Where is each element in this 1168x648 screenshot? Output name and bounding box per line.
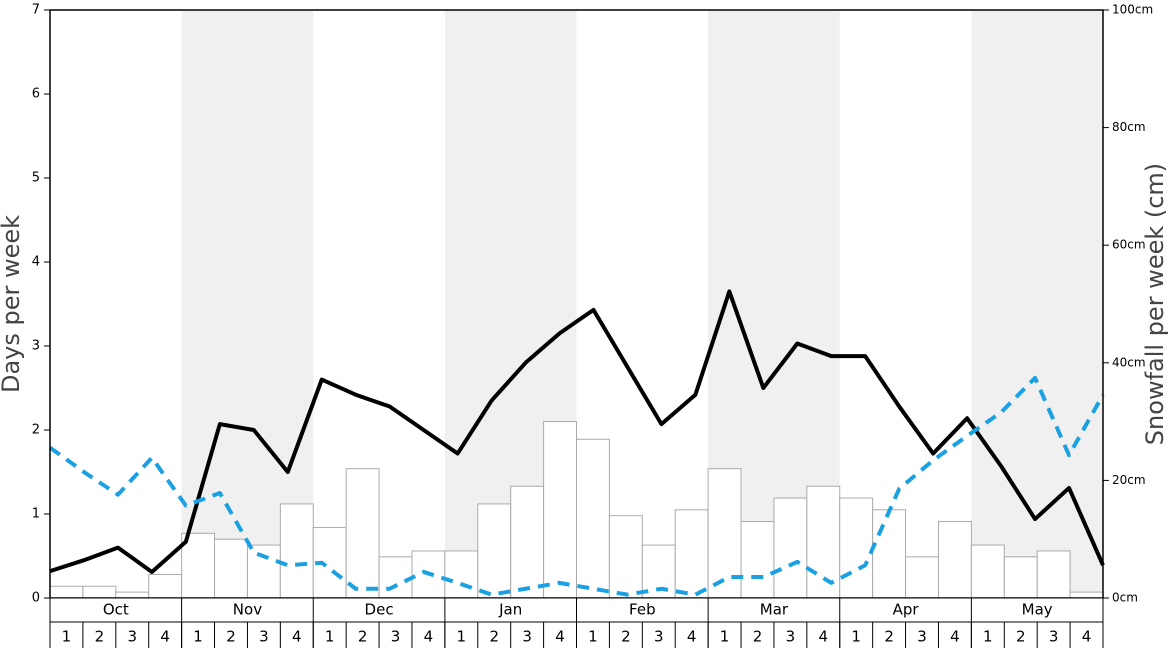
x-tick-label: 1: [588, 628, 598, 646]
x-tick-label: 3: [259, 628, 269, 646]
x-tick-label: 3: [917, 628, 927, 646]
month-label: Apr: [893, 601, 920, 619]
x-tick-label: 3: [522, 628, 532, 646]
y-tick-label: 4: [32, 255, 40, 270]
y-tick-label: 3: [32, 339, 40, 354]
bar: [740, 521, 775, 599]
bar: [477, 503, 512, 599]
y2-tick-label: 60cm: [1112, 238, 1146, 252]
x-tick-label: 1: [851, 628, 861, 646]
y2-tick-label: 100cm: [1112, 3, 1153, 17]
x-tick-label: 3: [654, 628, 664, 646]
y-tick-label: 0: [32, 591, 40, 606]
bar: [115, 591, 150, 599]
bar: [444, 550, 479, 599]
y2-tick-label: 80cm: [1112, 120, 1146, 134]
bar: [510, 485, 545, 599]
bar: [905, 556, 939, 599]
y2-tick-label: 20cm: [1112, 473, 1146, 487]
x-tick-label: 3: [1049, 628, 1059, 646]
bar: [608, 515, 643, 599]
y-tick-label: 7: [32, 3, 40, 18]
x-tick-label: 2: [1016, 628, 1026, 646]
y-tick-label: 5: [32, 171, 40, 186]
x-tick-label: 2: [95, 628, 105, 646]
bar: [49, 585, 84, 599]
x-tick-label: 3: [127, 628, 137, 646]
y2-tick-label: 0cm: [1112, 591, 1138, 605]
month-label: Jan: [498, 601, 522, 619]
x-tick-label: 3: [391, 628, 401, 646]
x-tick-label: 4: [424, 628, 434, 646]
bar: [576, 438, 610, 599]
y-tick-label: 1: [32, 507, 40, 522]
x-tick-label: 2: [358, 628, 368, 646]
line-series: [48, 375, 1105, 597]
bar: [674, 509, 709, 599]
x-tick-label: 1: [62, 628, 72, 646]
x-tick-label: 4: [160, 628, 170, 646]
x-tick-label: 4: [292, 628, 302, 646]
y-axis-label: Days per week: [0, 215, 25, 393]
bar: [872, 509, 907, 599]
month-band: [971, 10, 1103, 598]
bar: [937, 521, 972, 599]
bar: [970, 544, 1005, 599]
bar: [806, 485, 841, 599]
x-tick-label: 4: [950, 628, 960, 646]
x-tick-label: 4: [687, 628, 697, 646]
month-label: Oct: [103, 601, 129, 619]
bar: [214, 538, 248, 599]
y-tick-label: 6: [32, 87, 40, 102]
y2-axis-label: Snowfall per week (cm): [1141, 163, 1168, 445]
bar: [773, 497, 808, 599]
bar: [345, 468, 380, 599]
x-tick-label: 4: [1082, 628, 1092, 646]
y-tick-label: 2: [32, 423, 40, 438]
bar: [839, 497, 874, 599]
x-tick-label: 2: [753, 628, 763, 646]
x-tick-label: 3: [786, 628, 796, 646]
bar: [246, 544, 281, 599]
x-tick-label: 4: [819, 628, 829, 646]
bar: [1069, 591, 1104, 599]
x-tick-label: 4: [555, 628, 565, 646]
x-tick-label: 1: [457, 628, 467, 646]
bar: [1003, 556, 1038, 599]
bar: [378, 556, 413, 599]
bar: [279, 503, 314, 599]
bar: [148, 573, 183, 599]
month-label: Dec: [365, 601, 394, 619]
y2-tick-label: 40cm: [1112, 355, 1146, 369]
bar: [82, 585, 117, 599]
x-tick-label: 1: [325, 628, 335, 646]
x-tick-label: 2: [884, 628, 894, 646]
x-tick-label: 2: [621, 628, 631, 646]
x-tick-label: 2: [489, 628, 499, 646]
bar: [1036, 550, 1071, 599]
bar: [543, 421, 577, 599]
x-tick-label: 1: [193, 628, 203, 646]
line-series: [49, 289, 1105, 574]
month-label: Feb: [629, 601, 656, 619]
x-tick-label: 1: [720, 628, 730, 646]
month-label: Nov: [233, 601, 262, 619]
x-tick-label: 1: [983, 628, 993, 646]
month-label: Mar: [760, 601, 789, 619]
x-tick-label: 2: [226, 628, 236, 646]
month-label: May: [1022, 601, 1053, 619]
